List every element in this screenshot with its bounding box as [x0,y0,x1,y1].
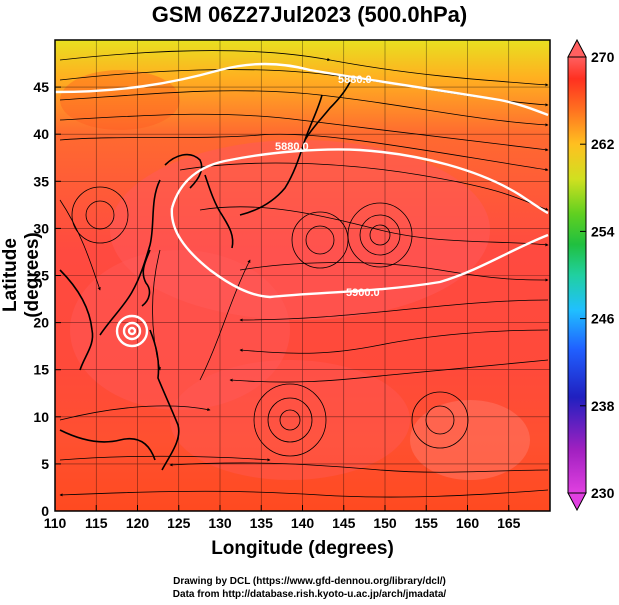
borneo-coast [59,429,156,461]
y-tick-label: 30 [33,220,49,236]
x-axis: 110 115 120 125 130 135 140 145 150 155 160 165 [44,505,521,531]
y-tick-label: 15 [33,362,49,378]
y-tick-label: 20 [33,315,49,331]
y-tick-label: 40 [33,126,49,142]
warm-region [60,70,180,130]
y-axis-label: Latitude (degrees) [0,232,43,318]
x-tick-label: 130 [208,515,232,531]
colorbar-max-arrow [567,38,587,58]
colorbar-min-arrow [567,492,587,512]
typhoon-center [127,326,137,336]
south-china-coast [59,269,94,371]
korea-coast [204,174,234,249]
x-tick-label: 125 [167,515,191,531]
x-tick-label: 150 [373,515,397,531]
contour-5880-main [170,148,549,215]
contour-labels: 5880.0 5880.0 5900.0 [275,74,380,299]
chart-title: GSM 06Z27Jul2023 (500.0hPa) [151,2,468,27]
warm-region [170,360,410,480]
japan-coast [239,94,323,216]
wind-streamlines [59,50,549,498]
warm-region [110,140,490,320]
x-tick-label: 160 [456,515,480,531]
y-tick-label: 25 [33,268,49,284]
x-tick-label: 120 [126,515,150,531]
contour-label: 5880.0 [338,74,372,86]
colorbar-tick-label: 270 [591,49,615,65]
colorbar-tick-label: 246 [591,311,615,327]
colorbar-tick-label: 262 [591,136,615,152]
credit-drawing: Drawing by DCL (https://www.gfd-dennou.o… [173,576,446,587]
height-contours [55,62,549,348]
taiwan-coast [141,249,151,307]
colorbar: 230 238 246 254 262 270 [567,38,615,512]
x-tick-label: 165 [497,515,521,531]
colorbar-ticks: 230 238 246 254 262 270 [580,49,615,501]
y-tick-label: 45 [33,79,49,95]
shandong-coast [164,153,203,189]
warm-region [410,400,530,480]
credit-data: Data from http://database.rish.kyoto-u.a… [172,589,447,600]
colorbar-tick-label: 254 [591,223,615,239]
y-tick-label: 0 [41,503,49,519]
colorbar-tick-label: 230 [591,485,615,501]
y-tick-label: 35 [33,173,49,189]
y-axis: 0 5 10 15 20 25 30 35 40 45 [33,79,61,519]
hokkaido-coast [304,81,351,141]
coastlines [59,81,351,471]
colorbar-tick-label: 238 [591,398,615,414]
contour-label: 5880.0 [275,141,309,153]
x-axis-label: Longitude (degrees) [211,538,394,559]
contour-typhoon-outer [115,314,149,348]
x-tick-label: 140 [291,515,315,531]
x-tick-label: 145 [332,515,356,531]
x-tick-label: 110 [44,515,67,531]
contour-5880-north [55,62,549,117]
contour-5880-south [170,207,549,299]
contour-typhoon-inner [122,321,142,341]
plot-area: 5880.0 5880.0 5900.0 [55,40,550,511]
philippines-coast [149,329,180,471]
x-tick-label: 155 [415,515,439,531]
x-tick-label: 115 [85,515,108,531]
y-tick-label: 10 [33,409,49,425]
y-tick-label: 5 [41,456,49,472]
colorbar-scale [567,56,587,494]
grid [55,40,550,511]
contour-label: 5900.0 [346,287,380,299]
x-tick-label: 135 [250,515,274,531]
